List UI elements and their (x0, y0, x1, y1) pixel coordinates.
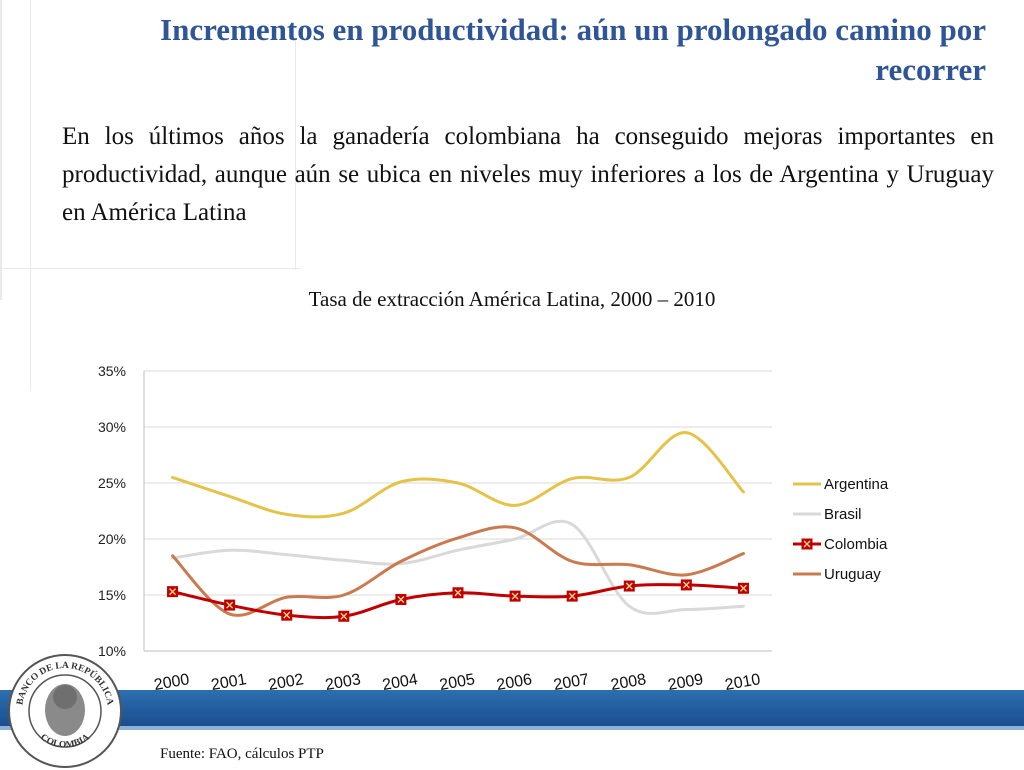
chart-legend: Argentina Brasil Colombia Uruguay (793, 476, 889, 583)
banco-de-la-republica-logo-icon: BANCO DE LA REPÚBLICA COLOMBIA (8, 654, 122, 768)
y-tick-label: 10% (98, 643, 126, 659)
data-point-colombia (281, 609, 293, 621)
x-tick-label: 2008 (609, 671, 647, 694)
x-tick-label: 2002 (267, 671, 305, 694)
legend-item-brasil: Brasil (793, 506, 862, 523)
data-point-colombia (224, 599, 236, 611)
data-point-colombia (338, 610, 350, 622)
data-point-colombia (167, 586, 179, 598)
data-point-colombia (395, 593, 407, 605)
line-chart: 35% 30% 25% 20% 15% 10% 2000 2001 2002 2003 2004 20… (98, 363, 889, 694)
y-tick-label: 30% (98, 419, 126, 435)
legend-label-brasil: Brasil (824, 506, 862, 523)
data-point-colombia (623, 580, 635, 592)
legend-label-uruguay: Uruguay (824, 566, 881, 583)
data-point-colombia (509, 590, 521, 602)
series-line-brasil (171, 519, 745, 615)
series-line-uruguay (171, 525, 745, 617)
x-tick-label: 2010 (724, 671, 762, 694)
y-tick-label: 35% (98, 363, 126, 379)
footer-band-accent (0, 726, 1024, 730)
x-tick-label: 2001 (210, 671, 248, 694)
series-line-argentina (171, 431, 745, 519)
data-point-colombia (452, 587, 464, 599)
y-tick-label: 15% (98, 587, 126, 603)
legend-marker-colombia (801, 538, 813, 550)
legend-label-colombia: Colombia (824, 536, 888, 553)
footer-band (0, 690, 1024, 726)
slide-title: Incrementos en productividad: aún un pro… (160, 12, 986, 87)
y-tick-label: 20% (98, 531, 126, 547)
chart-axes: 35% 30% 25% 20% 15% 10% 2000 2001 2002 2003 2004 20… (98, 363, 772, 694)
y-tick-label: 25% (98, 475, 126, 491)
legend-item-colombia: Colombia (793, 536, 888, 553)
x-tick-label: 2006 (495, 671, 533, 694)
legend-label-argentina: Argentina (824, 476, 889, 493)
x-tick-label: 2007 (552, 671, 590, 694)
data-point-colombia (566, 590, 578, 602)
x-tick-label: 2004 (381, 671, 419, 694)
x-tick-label: 2000 (153, 671, 191, 694)
data-point-colombia (680, 579, 692, 591)
data-point-colombia (737, 582, 749, 594)
legend-item-argentina: Argentina (793, 476, 889, 493)
x-tick-label: 2003 (324, 671, 362, 694)
slide-body-text: En los últimos años la ganadería colombi… (62, 123, 994, 226)
legend-item-uruguay: Uruguay (793, 566, 881, 583)
chart-series (167, 431, 749, 622)
source-note: Fuente: FAO, cálculos PTP (160, 746, 324, 762)
x-tick-label: 2009 (667, 671, 705, 694)
x-tick-label: 2005 (438, 671, 476, 694)
chart-title: Tasa de extracción América Latina, 2000 … (308, 287, 716, 311)
